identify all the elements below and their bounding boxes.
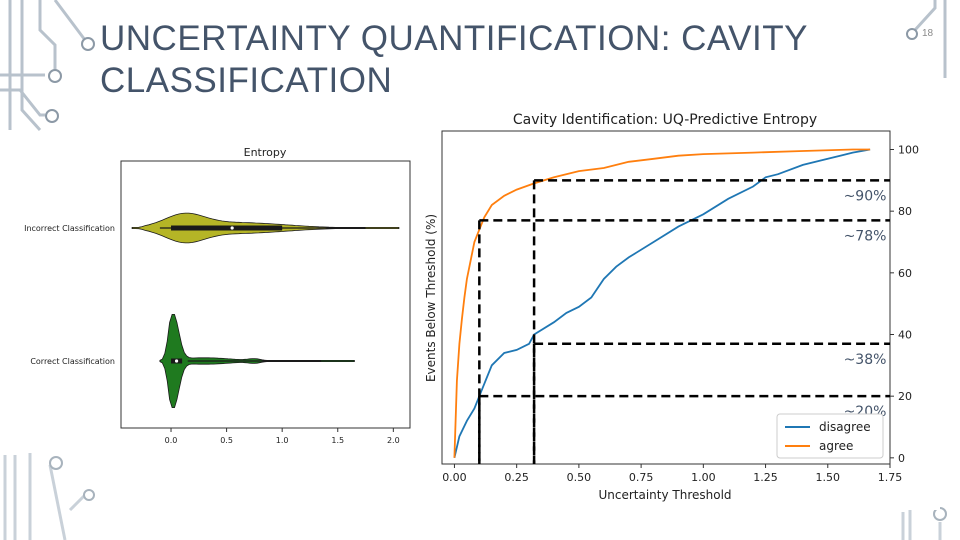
line-ytick-label: 0 — [898, 452, 905, 465]
line-xtick-label: 1.25 — [753, 471, 778, 484]
line-chart-legend: disagree agree — [776, 413, 884, 459]
line-ytick-label: 40 — [898, 329, 912, 342]
circuit-decoration-left — [0, 0, 95, 132]
series-line-agree — [453, 148, 871, 458]
circuit-decoration-bottom-right — [901, 507, 947, 540]
slide-number: 18 — [922, 28, 934, 39]
slide-title: UNCERTAINTY QUANTIFICATION: CAVITY CLASS… — [100, 19, 808, 100]
line-chart-xlabel: Uncertainty Threshold — [598, 488, 731, 502]
line-ytick-label: 60 — [898, 267, 912, 280]
line-xtick-label: 1.75 — [878, 471, 903, 484]
line-xtick-label: 1.00 — [691, 471, 716, 484]
line-xtick-label: 1.50 — [816, 471, 841, 484]
line-plot-frame — [441, 130, 891, 465]
violin-xtick-label: 1.5 — [331, 436, 344, 445]
violin-plot-frame — [120, 160, 411, 429]
line-xtick-label: 0.75 — [629, 471, 654, 484]
violin-category-labels: Incorrect Classification Correct Classif… — [24, 224, 115, 366]
annotation-label: ~90% — [844, 188, 887, 204]
annotation-label: ~78% — [844, 228, 887, 244]
violin-chart: Entropy Incorrect Classification Correct… — [0, 138, 420, 453]
line-ytick-label: 20 — [898, 390, 912, 403]
line-ytick-label: 100 — [898, 144, 919, 157]
line-xtick-label: 0.00 — [442, 471, 467, 484]
line-xtick-label: 0.25 — [504, 471, 529, 484]
violin-label-correct: Correct Classification — [30, 357, 115, 366]
line-chart: Cavity Identification: UQ-Predictive Ent… — [422, 100, 940, 510]
violin-iqr-box — [171, 225, 283, 231]
violin-label-incorrect: Incorrect Classification — [24, 224, 115, 233]
circuit-decoration-bottom-left — [3, 450, 95, 540]
violin-xtick-label: 0.5 — [220, 436, 233, 445]
violin-chart-title: Entropy — [244, 146, 287, 159]
circuit-decoration-right — [906, 0, 947, 78]
legend-label-disagree: disagree — [819, 420, 871, 434]
violin-xtick-label: 1.0 — [276, 436, 289, 445]
line-ytick-label: 80 — [898, 205, 912, 218]
line-chart-title: Cavity Identification: UQ-Predictive Ent… — [513, 112, 817, 128]
line-xtick-label: 0.50 — [567, 471, 592, 484]
annotation-label: ~38% — [844, 352, 887, 368]
violin-median-dot — [230, 226, 234, 230]
line-chart-ylabel: Events Below Threshold (%) — [424, 214, 438, 382]
violin-median-dot — [174, 359, 179, 363]
legend-label-agree: agree — [819, 439, 853, 453]
series-line-disagree — [453, 148, 871, 459]
violin-xtick-label: 0.0 — [165, 436, 178, 445]
violin-xtick-label: 2.0 — [387, 436, 400, 445]
